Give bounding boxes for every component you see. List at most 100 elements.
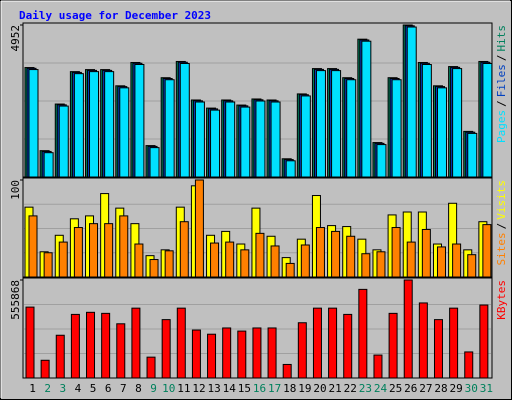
legend-entry: KBytes (495, 280, 508, 320)
bar (300, 95, 311, 178)
bar (315, 227, 325, 278)
bar (361, 40, 372, 178)
x-tick-label: 20 (313, 382, 326, 395)
bar (86, 311, 96, 379)
bar (104, 223, 114, 278)
bar (176, 307, 186, 379)
bar (482, 62, 493, 178)
bar (297, 322, 307, 379)
x-tick-label: 27 (419, 382, 432, 395)
bar (433, 319, 443, 379)
bar (285, 262, 295, 278)
bar (436, 87, 447, 178)
x-tick-label: 29 (450, 382, 463, 395)
bar (285, 160, 296, 178)
bar (403, 279, 413, 379)
bar (89, 223, 99, 278)
y-tick-label: 4952 (9, 25, 22, 52)
bar (58, 105, 69, 178)
bar (252, 327, 262, 379)
bar (376, 144, 387, 178)
bar (225, 241, 235, 278)
bar (331, 70, 342, 178)
bar (134, 243, 144, 278)
bar (164, 250, 174, 278)
bar (89, 71, 100, 178)
y-tick-label: 555868 (9, 280, 22, 320)
bar (406, 26, 417, 178)
bar (194, 101, 205, 178)
legend-separator: / (495, 55, 508, 62)
bar (43, 152, 54, 178)
legend-separator: / (495, 100, 508, 107)
legend-entry: Files (495, 64, 508, 97)
bar (255, 100, 266, 178)
x-tick-label: 3 (60, 382, 67, 395)
bar (194, 179, 204, 278)
legend: KBytes (495, 280, 508, 320)
bar (222, 327, 232, 379)
x-tick-label: 28 (434, 382, 447, 395)
bar (328, 307, 338, 379)
bar (210, 242, 220, 278)
bar (346, 235, 356, 278)
bar (255, 232, 265, 278)
bar (270, 101, 281, 178)
bar (406, 241, 416, 278)
bar (452, 68, 463, 178)
x-tick-label: 8 (135, 382, 142, 395)
x-tick-label: 17 (268, 382, 281, 395)
bar (452, 243, 462, 278)
x-tick-label: 25 (389, 382, 402, 395)
bar (70, 313, 80, 379)
bar (28, 69, 39, 178)
bar (43, 252, 53, 278)
x-tick-label: 15 (238, 382, 251, 395)
bar (119, 215, 129, 278)
bar (73, 73, 84, 178)
bar (418, 302, 428, 379)
x-tick-label: 24 (374, 382, 388, 395)
x-tick-label: 22 (344, 382, 357, 395)
bar (179, 62, 190, 178)
bar (210, 109, 221, 178)
bar (149, 147, 160, 178)
bar (101, 312, 111, 379)
legend: Sites / Visits (495, 180, 508, 266)
bar (312, 307, 322, 379)
bar (164, 79, 175, 178)
bar (300, 244, 310, 278)
bar (237, 330, 247, 379)
legend: Pages / Files / Hits (495, 25, 508, 143)
legend-entry: Sites (495, 232, 508, 265)
x-tick-label: 26 (404, 382, 417, 395)
legend-entry: Visits (495, 180, 508, 220)
x-tick-label: 5 (90, 382, 97, 395)
bar (315, 70, 326, 178)
bar (391, 79, 402, 178)
x-tick-label: 2 (44, 382, 51, 395)
bar (58, 241, 68, 278)
bar (467, 132, 478, 178)
bar (240, 106, 251, 178)
x-tick-label: 6 (105, 382, 112, 395)
bar (482, 224, 492, 278)
y-tick-label: 100 (9, 180, 22, 200)
bar (55, 334, 65, 379)
x-tick-label: 30 (465, 382, 478, 395)
bar (464, 351, 474, 379)
bar (346, 79, 357, 178)
x-tick-label: 1 (29, 382, 36, 395)
bar (240, 249, 250, 278)
bar (343, 313, 353, 379)
bar (388, 312, 398, 379)
legend-entry: Pages (495, 110, 508, 143)
bar (436, 246, 446, 278)
bar (104, 71, 115, 178)
bar (179, 221, 189, 278)
bar (161, 319, 171, 379)
bar (146, 356, 156, 379)
bar (270, 245, 280, 278)
